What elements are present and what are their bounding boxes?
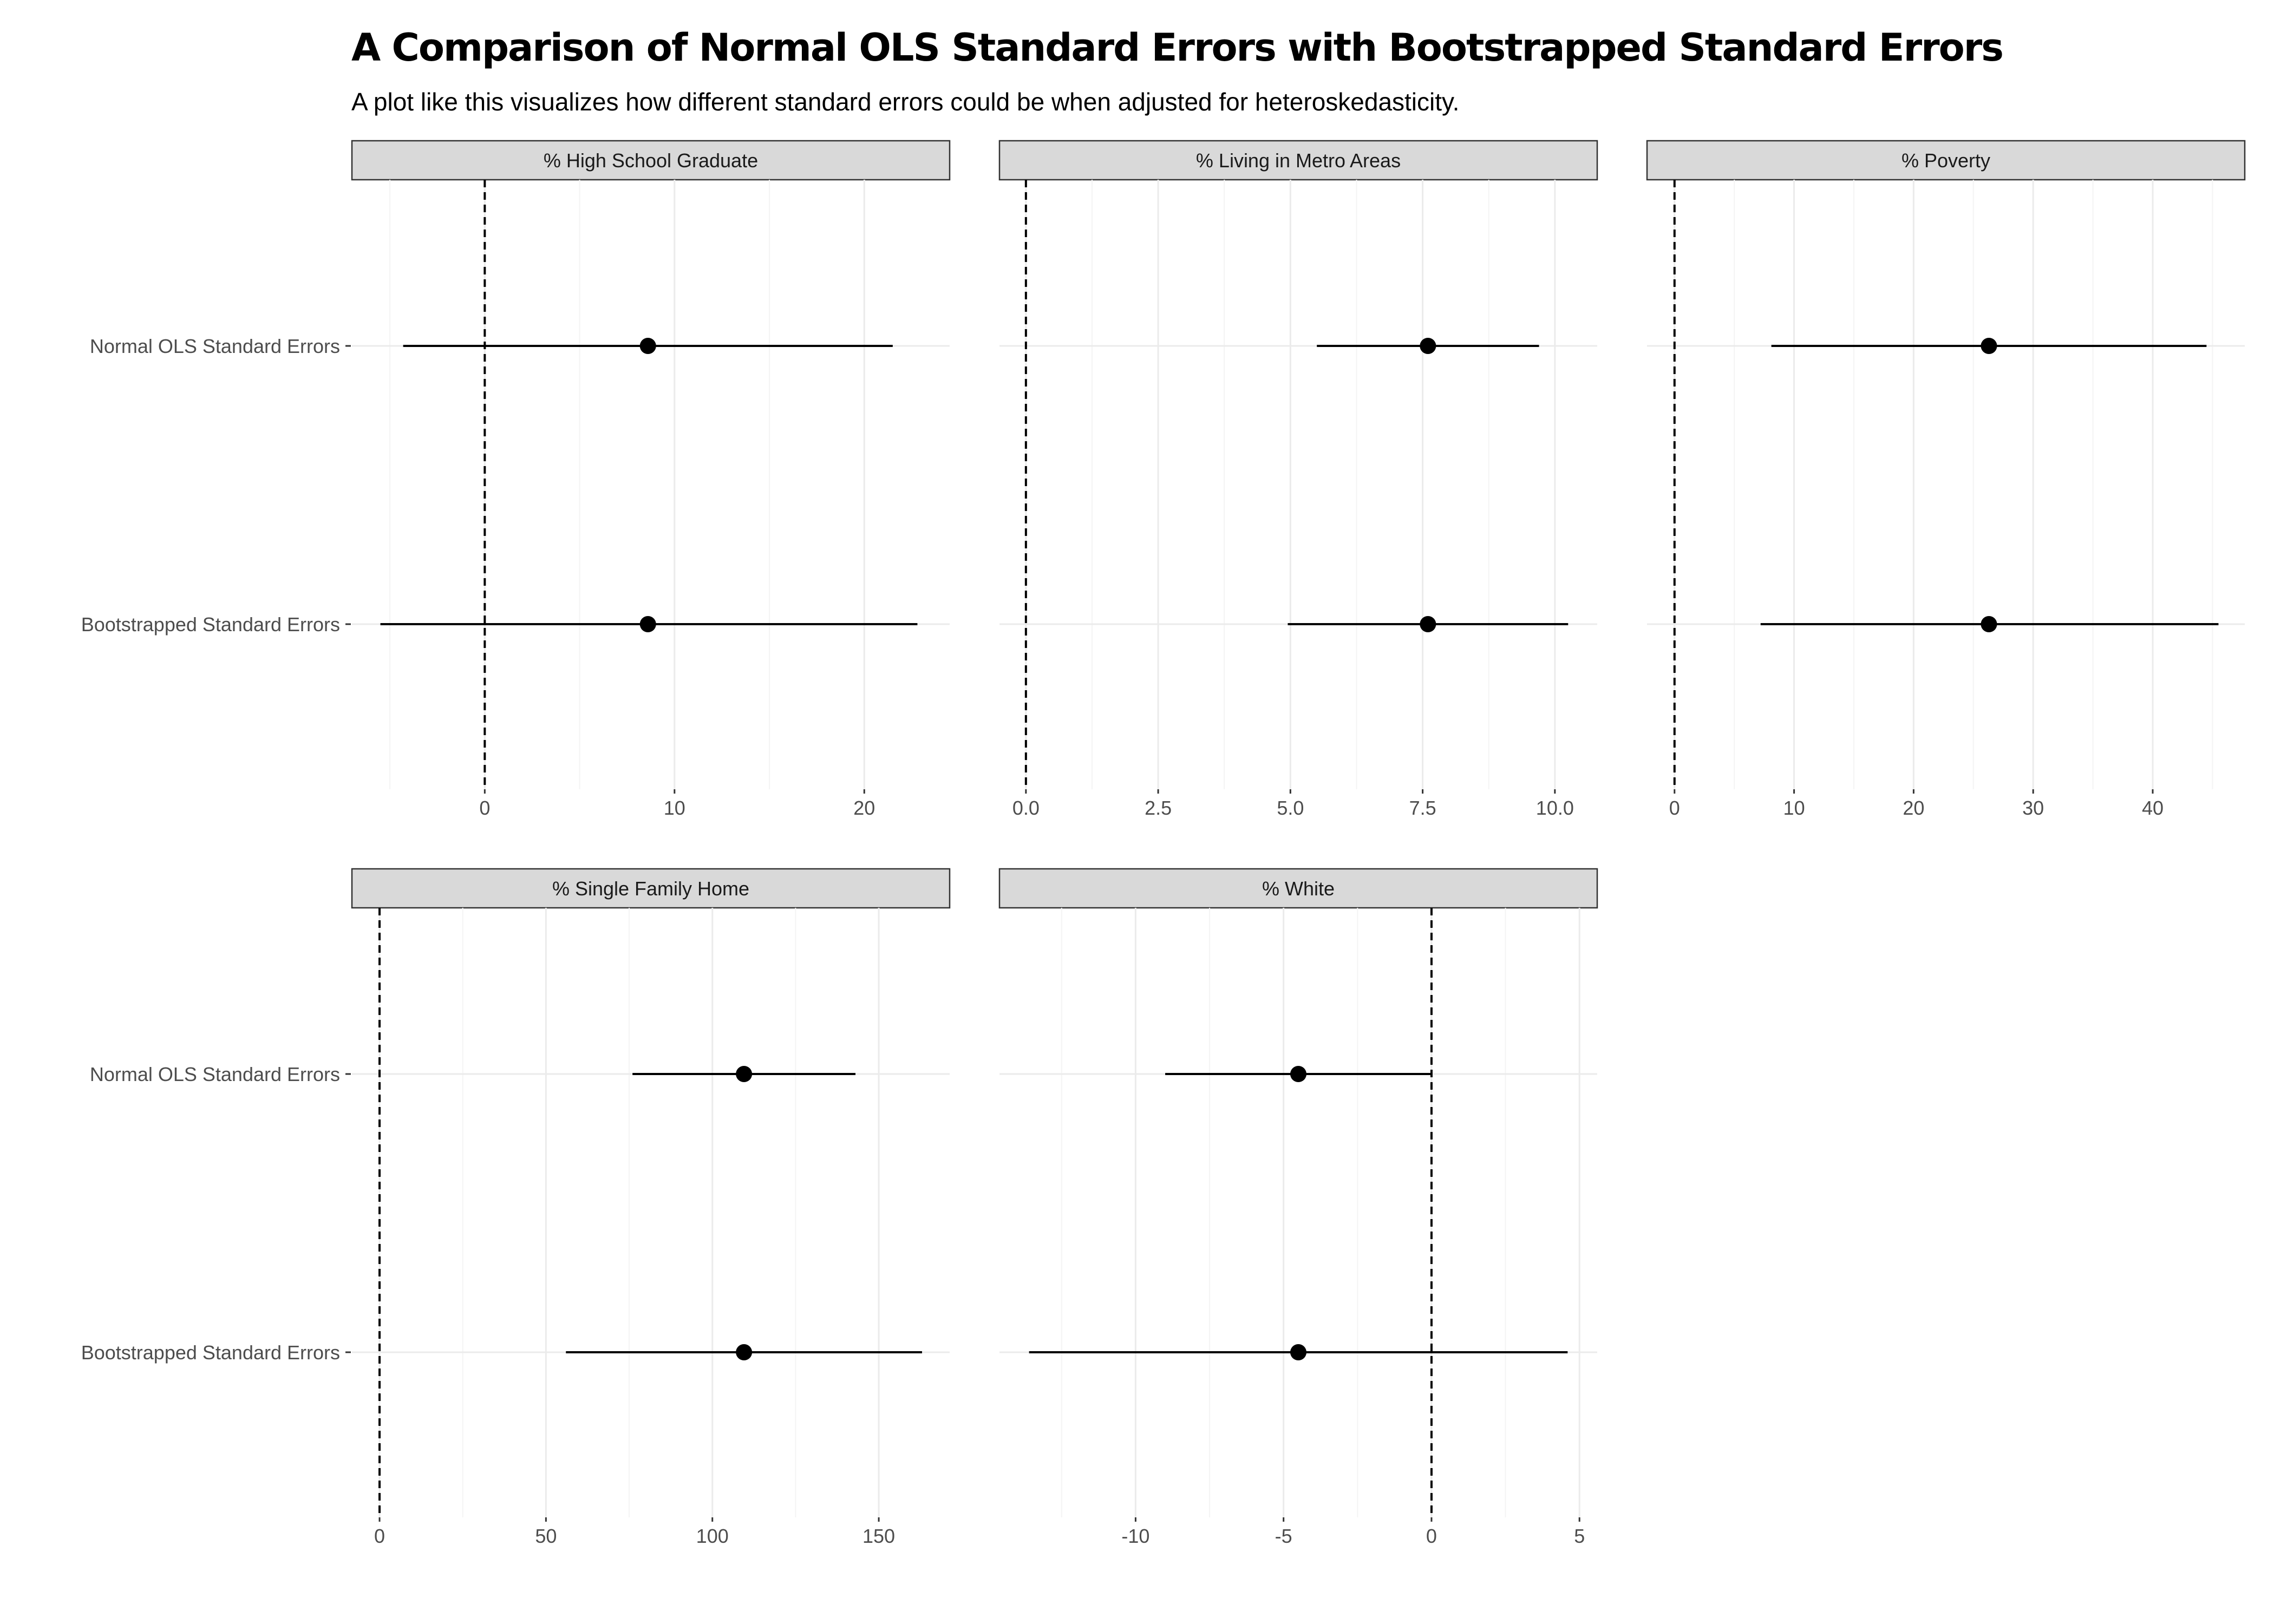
x-tick-label: 10 [664,797,685,819]
x-tick-label: 0 [479,797,490,819]
x-tick-label: 0.0 [1012,797,1040,819]
estimate-point [639,338,656,354]
y-category-label: Bootstrapped Standard Errors [81,1341,340,1364]
facet-panel: % Single Family Home 0 50 100 150 Normal OLS … [81,868,951,1547]
facet-strip-label: % High School Graduate [544,149,758,172]
y-category-label: Normal OLS Standard Errors [90,1063,340,1085]
x-tick-label: 150 [862,1525,895,1547]
x-tick-label: 20 [853,797,875,819]
estimate-point [1290,1344,1306,1360]
x-tick-label: 50 [535,1525,557,1547]
y-category-label: Bootstrapped Standard Errors [81,613,340,636]
x-tick-label: 20 [1903,797,1924,819]
x-tick-label: -5 [1275,1525,1292,1547]
x-tick-label: 0 [1426,1525,1437,1547]
x-tick-label: 100 [696,1525,729,1547]
estimate-point [1981,616,1997,632]
y-category-label: Normal OLS Standard Errors [90,335,340,357]
estimate-point [1420,616,1436,632]
x-tick-label: 2.5 [1145,797,1172,819]
x-tick-label: 5 [1574,1525,1585,1547]
facet-strip-label: % White [1262,878,1335,900]
chart-title: A Comparison of Normal OLS Standard Erro… [351,25,2003,70]
estimate-point [639,616,656,632]
facet-strip [351,868,951,909]
x-tick-label: -10 [1121,1525,1149,1547]
facet-strip [1646,140,2246,181]
facet-strip-label: % Single Family Home [552,878,749,900]
facet-strip [998,868,1598,909]
facet-panel: % White -10 -5 0 5 [998,868,1598,1547]
facet-strip [998,140,1598,181]
facet-panels: % High School Graduate 0 10 20 Normal OLS St… [81,140,2246,1547]
facet-strip-label: % Poverty [1901,149,1990,172]
x-tick-label: 10.0 [1536,797,1574,819]
estimate-point [1290,1066,1306,1082]
x-tick-label: 5.0 [1277,797,1304,819]
facet-strip-label: % Living in Metro Areas [1196,149,1401,172]
x-tick-label: 10 [1783,797,1805,819]
estimate-point [736,1066,753,1082]
facet-strip [351,140,951,181]
estimate-point [1420,338,1436,354]
estimate-point [1981,338,1997,354]
x-tick-label: 7.5 [1409,797,1436,819]
facet-panel: % Poverty 0 10 20 30 40 [1646,140,2246,819]
facet-panel: % Living in Metro Areas 0.0 2.5 5.0 7.5 10.0 [998,140,1598,819]
x-tick-label: 0 [1669,797,1680,819]
x-tick-label: 0 [374,1525,385,1547]
facet-panel: % High School Graduate 0 10 20 Normal OLS St… [81,140,951,819]
estimate-point [736,1344,753,1360]
chart-subtitle: A plot like this visualizes how differen… [351,88,1459,116]
x-tick-label: 40 [2142,797,2164,819]
x-tick-label: 30 [2022,797,2044,819]
